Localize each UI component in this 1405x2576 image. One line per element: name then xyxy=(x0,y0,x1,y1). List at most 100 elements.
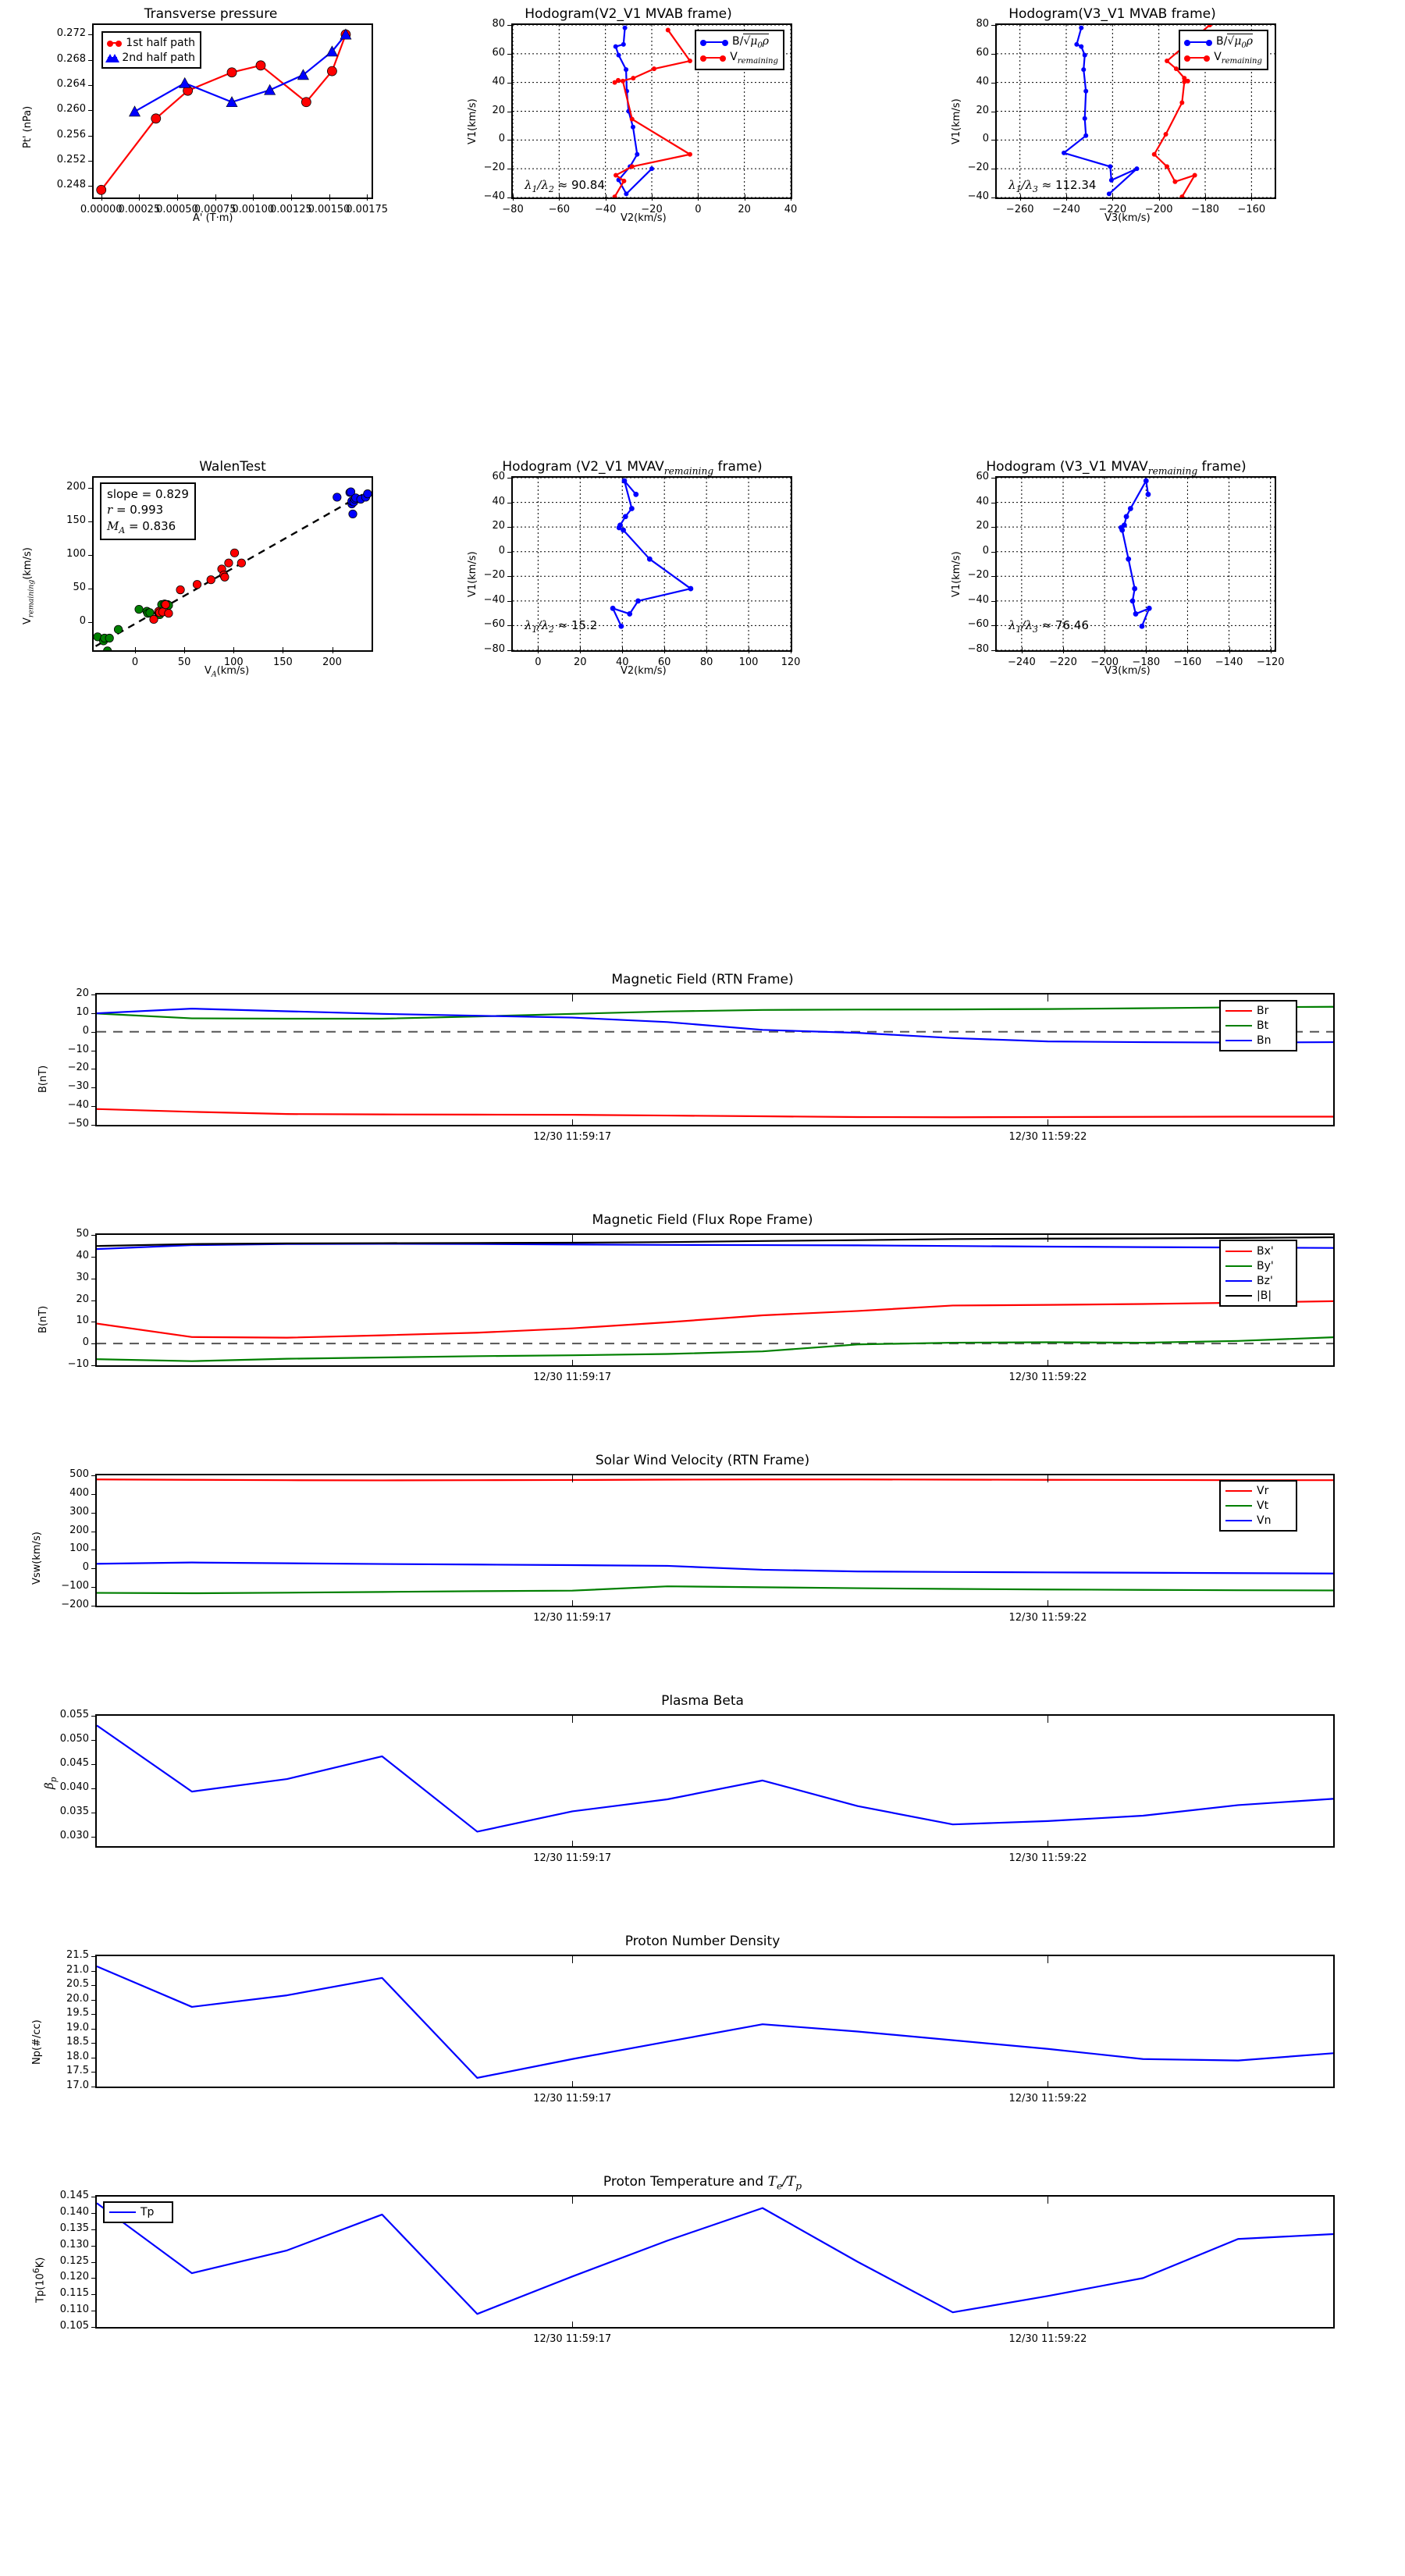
stat-slope: slope = 0.829 xyxy=(107,487,189,501)
legend-item: Bx' xyxy=(1225,1244,1291,1258)
x-axis-title: A' (T·m) xyxy=(193,212,233,224)
y-tick-label: −40 xyxy=(483,190,505,202)
x-tick-label: 0.00025 xyxy=(118,204,161,215)
legend-label: By' xyxy=(1257,1259,1274,1272)
panel-title: Magnetic Field (Flux Rope Frame) xyxy=(592,1212,813,1228)
y-tick-label: 100 xyxy=(66,547,86,560)
legend-label: Vr xyxy=(1257,1485,1269,1498)
y-tick-label: −40 xyxy=(483,593,505,606)
x-tick-label: 12/30 11:59:17 xyxy=(533,1612,612,1624)
y-tick-label: −20 xyxy=(967,162,989,174)
y-tick xyxy=(91,1256,97,1258)
panel-title: Proton Number Density xyxy=(624,1934,781,1949)
eigenvalue-ratio-annotation: λ1/λ3 ≈ 112.34 xyxy=(1008,178,1097,194)
x-tick-label: −140 xyxy=(1215,656,1243,668)
panel-title: Hodogram(V2_V1 MVAB frame) xyxy=(525,6,732,22)
y-tick-label: 40 xyxy=(492,75,505,87)
y-tick-label: 0 xyxy=(79,614,86,627)
y-tick xyxy=(507,53,513,55)
y-tick xyxy=(91,1568,97,1570)
x-tick-label: 40 xyxy=(615,656,629,668)
y-tick-label: 0.145 xyxy=(59,2190,89,2201)
legend-swatch xyxy=(105,53,120,62)
legend-swatch xyxy=(1225,1294,1252,1297)
legend-label: Bz' xyxy=(1257,1274,1273,1287)
x-tick-label: 150 xyxy=(272,656,293,668)
x-tick xyxy=(1104,647,1106,653)
x-tick xyxy=(1187,647,1189,653)
x-tick xyxy=(215,194,216,201)
y-tick xyxy=(991,650,997,651)
legend-vsw: Vr Vt Vn xyxy=(1219,1480,1297,1532)
y-tick-label: 0 xyxy=(82,1561,89,1574)
y-tick-label: 21.5 xyxy=(66,1949,89,1961)
y-tick xyxy=(991,197,997,198)
y-tick xyxy=(507,25,513,26)
x-tick xyxy=(572,1119,574,1126)
legend-swatch xyxy=(1225,1490,1252,1493)
legend-swatch xyxy=(107,40,123,47)
y-tick-label: 18.0 xyxy=(66,2050,89,2062)
y-tick-label: 200 xyxy=(69,1524,89,1536)
y-tick-label: 150 xyxy=(66,514,86,526)
x-tick-label: 20 xyxy=(738,204,751,215)
y-tick xyxy=(991,551,997,553)
x-tick-label: 100 xyxy=(738,656,759,668)
y-tick-label: 0.120 xyxy=(59,2271,89,2283)
y-tick-label: 500 xyxy=(69,1468,89,1480)
plot-area xyxy=(511,476,792,652)
y-tick xyxy=(91,2229,97,2230)
y-tick xyxy=(91,1012,97,1014)
x-tick xyxy=(1021,647,1023,653)
y-axis-title: Vremaining(km/s) xyxy=(22,547,36,624)
x-tick-top xyxy=(572,1956,574,1963)
x-tick xyxy=(580,647,582,653)
y-tick xyxy=(991,625,997,627)
x-tick xyxy=(706,647,708,653)
legend-item: B/√μ0ρ xyxy=(1184,33,1262,50)
x-tick-label: 12/30 11:59:17 xyxy=(533,1372,612,1383)
legend-item: Bz' xyxy=(1225,1273,1291,1288)
y-tick-label: 17.5 xyxy=(66,2065,89,2077)
y-tick xyxy=(88,621,94,623)
y-axis-title: Np(#/cc) xyxy=(31,2019,43,2065)
x-tick xyxy=(1251,194,1253,201)
legend-item: Vremaining xyxy=(700,50,778,66)
x-tick xyxy=(572,2322,574,2329)
y-tick-label: 0.045 xyxy=(59,1756,89,1769)
y-tick xyxy=(91,1087,97,1089)
y-tick-label: 40 xyxy=(76,1249,89,1261)
x-axis-title: V2(km/s) xyxy=(621,212,667,224)
legend-item: Bt xyxy=(1225,1019,1291,1034)
y-tick-label: 400 xyxy=(69,1486,89,1499)
plot-area xyxy=(95,1474,1335,1607)
y-tick xyxy=(507,197,513,198)
x-tick-label: −240 xyxy=(1008,656,1036,668)
y-tick xyxy=(991,600,997,602)
y-tick xyxy=(91,2043,97,2044)
legend-item: Vremaining xyxy=(1184,50,1262,66)
x-tick-label: 12/30 11:59:22 xyxy=(1008,2333,1087,2345)
y-tick-label: −60 xyxy=(967,618,989,631)
x-tick-label: 0.00000 xyxy=(80,204,123,215)
x-tick xyxy=(664,647,666,653)
y-tick xyxy=(88,34,94,36)
y-tick xyxy=(91,1106,97,1108)
y-tick-label: 20 xyxy=(76,1293,89,1305)
y-tick-label: 100 xyxy=(69,1542,89,1555)
y-tick xyxy=(91,1493,97,1495)
x-tick-label: 0 xyxy=(131,656,139,668)
x-axis-title: VA(km/s) xyxy=(205,665,250,679)
legend-swatch xyxy=(1225,1505,1252,1507)
panel-title: Magnetic Field (RTN Frame) xyxy=(611,972,794,987)
legend-swatch xyxy=(1225,1039,1252,1041)
y-tick-label: 80 xyxy=(492,18,505,30)
x-tick-label: 12/30 11:59:17 xyxy=(533,1852,612,1864)
y-tick xyxy=(91,2261,97,2263)
y-tick-label: 0 xyxy=(982,133,989,145)
y-tick-label: −60 xyxy=(483,618,505,631)
x-tick xyxy=(1146,647,1147,653)
y-tick-label: 50 xyxy=(73,581,86,593)
y-tick-label: 19.0 xyxy=(66,2021,89,2033)
legend-swatch xyxy=(1225,1010,1252,1012)
